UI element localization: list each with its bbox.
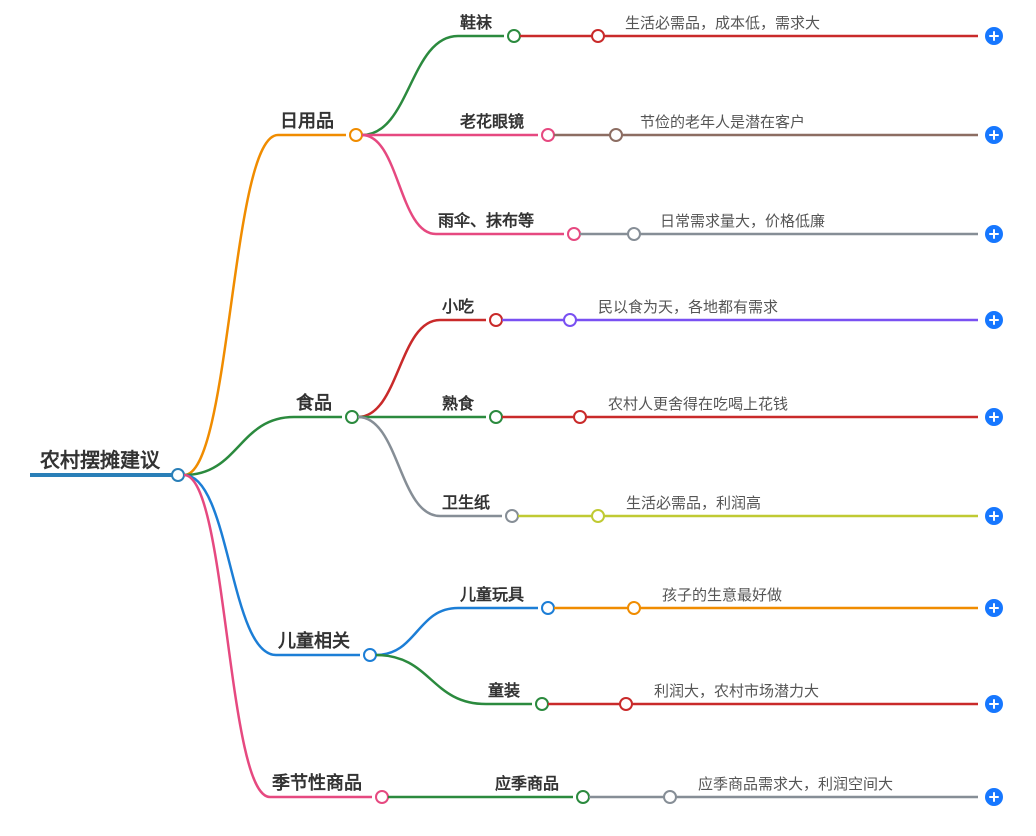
branch-label: 季节性商品 xyxy=(272,772,362,793)
node-connector[interactable] xyxy=(346,411,358,423)
expand-button[interactable] xyxy=(985,788,1003,806)
expand-button[interactable] xyxy=(985,599,1003,617)
node-connector[interactable] xyxy=(610,129,622,141)
subbranch-label: 老花眼镜 xyxy=(459,112,524,131)
subbranch-label: 卫生纸 xyxy=(442,493,490,512)
expand-button[interactable] xyxy=(985,225,1003,243)
node-connector[interactable] xyxy=(628,228,640,240)
node-connector[interactable] xyxy=(536,698,548,710)
node-connector[interactable] xyxy=(568,228,580,240)
mindmap-canvas: 农村摆摊建议 日用品 鞋袜 生活必需品，成本低，需求大老花眼镜 节俭的老年人是潜在客户雨… xyxy=(0,0,1036,836)
edge xyxy=(376,655,486,704)
edge xyxy=(358,320,440,417)
root-label: 农村摆摊建议 xyxy=(39,448,161,472)
edge xyxy=(362,135,436,234)
branch-label: 儿童相关 xyxy=(277,630,350,651)
node-connector[interactable] xyxy=(364,649,376,661)
leaf-label: 生活必需品，成本低，需求大 xyxy=(625,15,820,32)
expand-button[interactable] xyxy=(985,507,1003,525)
leaf-label: 日常需求量大，价格低廉 xyxy=(660,213,825,230)
node-connector[interactable] xyxy=(350,129,362,141)
expand-button[interactable] xyxy=(985,126,1003,144)
subbranch-label: 小吃 xyxy=(442,297,474,316)
node-connector[interactable] xyxy=(592,30,604,42)
edge xyxy=(376,608,458,655)
expand-button[interactable] xyxy=(985,27,1003,45)
expand-button[interactable] xyxy=(985,311,1003,329)
node-connector[interactable] xyxy=(664,791,676,803)
node-connector[interactable] xyxy=(592,510,604,522)
subbranch-label: 童装 xyxy=(488,681,520,700)
node-connector[interactable] xyxy=(574,411,586,423)
subbranch-label: 应季商品 xyxy=(495,774,559,793)
node-connector[interactable] xyxy=(508,30,520,42)
node-connector[interactable] xyxy=(564,314,576,326)
edge xyxy=(358,417,440,516)
node-connector[interactable] xyxy=(542,602,554,614)
subbranch-label: 儿童玩具 xyxy=(459,585,524,604)
node-connector[interactable] xyxy=(628,602,640,614)
leaf-label: 农村人更舍得在吃喝上花钱 xyxy=(608,396,788,413)
edge xyxy=(362,36,458,135)
node-connector[interactable] xyxy=(620,698,632,710)
leaf-label: 应季商品需求大，利润空间大 xyxy=(698,775,893,793)
node-connector[interactable] xyxy=(490,411,502,423)
subbranch-label: 鞋袜 xyxy=(460,13,493,32)
node-connector[interactable] xyxy=(172,469,184,481)
edge xyxy=(184,475,270,797)
subbranch-label: 熟食 xyxy=(442,394,475,413)
subbranch-label: 雨伞、抹布等 xyxy=(438,211,534,230)
node-connector[interactable] xyxy=(577,791,589,803)
edge xyxy=(184,475,276,655)
node-connector[interactable] xyxy=(490,314,502,326)
node-connector[interactable] xyxy=(542,129,554,141)
leaf-label: 利润大，农村市场潜力大 xyxy=(654,683,819,700)
node-connector[interactable] xyxy=(376,791,388,803)
branch-label: 日用品 xyxy=(280,111,334,131)
expand-button[interactable] xyxy=(985,408,1003,426)
leaf-label: 生活必需品，利润高 xyxy=(626,495,761,512)
branch-label: 食品 xyxy=(295,392,332,413)
expand-button[interactable] xyxy=(985,695,1003,713)
edge xyxy=(184,417,294,475)
node-connector[interactable] xyxy=(506,510,518,522)
leaf-label: 节俭的老年人是潜在客户 xyxy=(640,114,805,131)
leaf-label: 孩子的生意最好做 xyxy=(662,586,782,604)
leaf-label: 民以食为天，各地都有需求 xyxy=(598,299,778,316)
